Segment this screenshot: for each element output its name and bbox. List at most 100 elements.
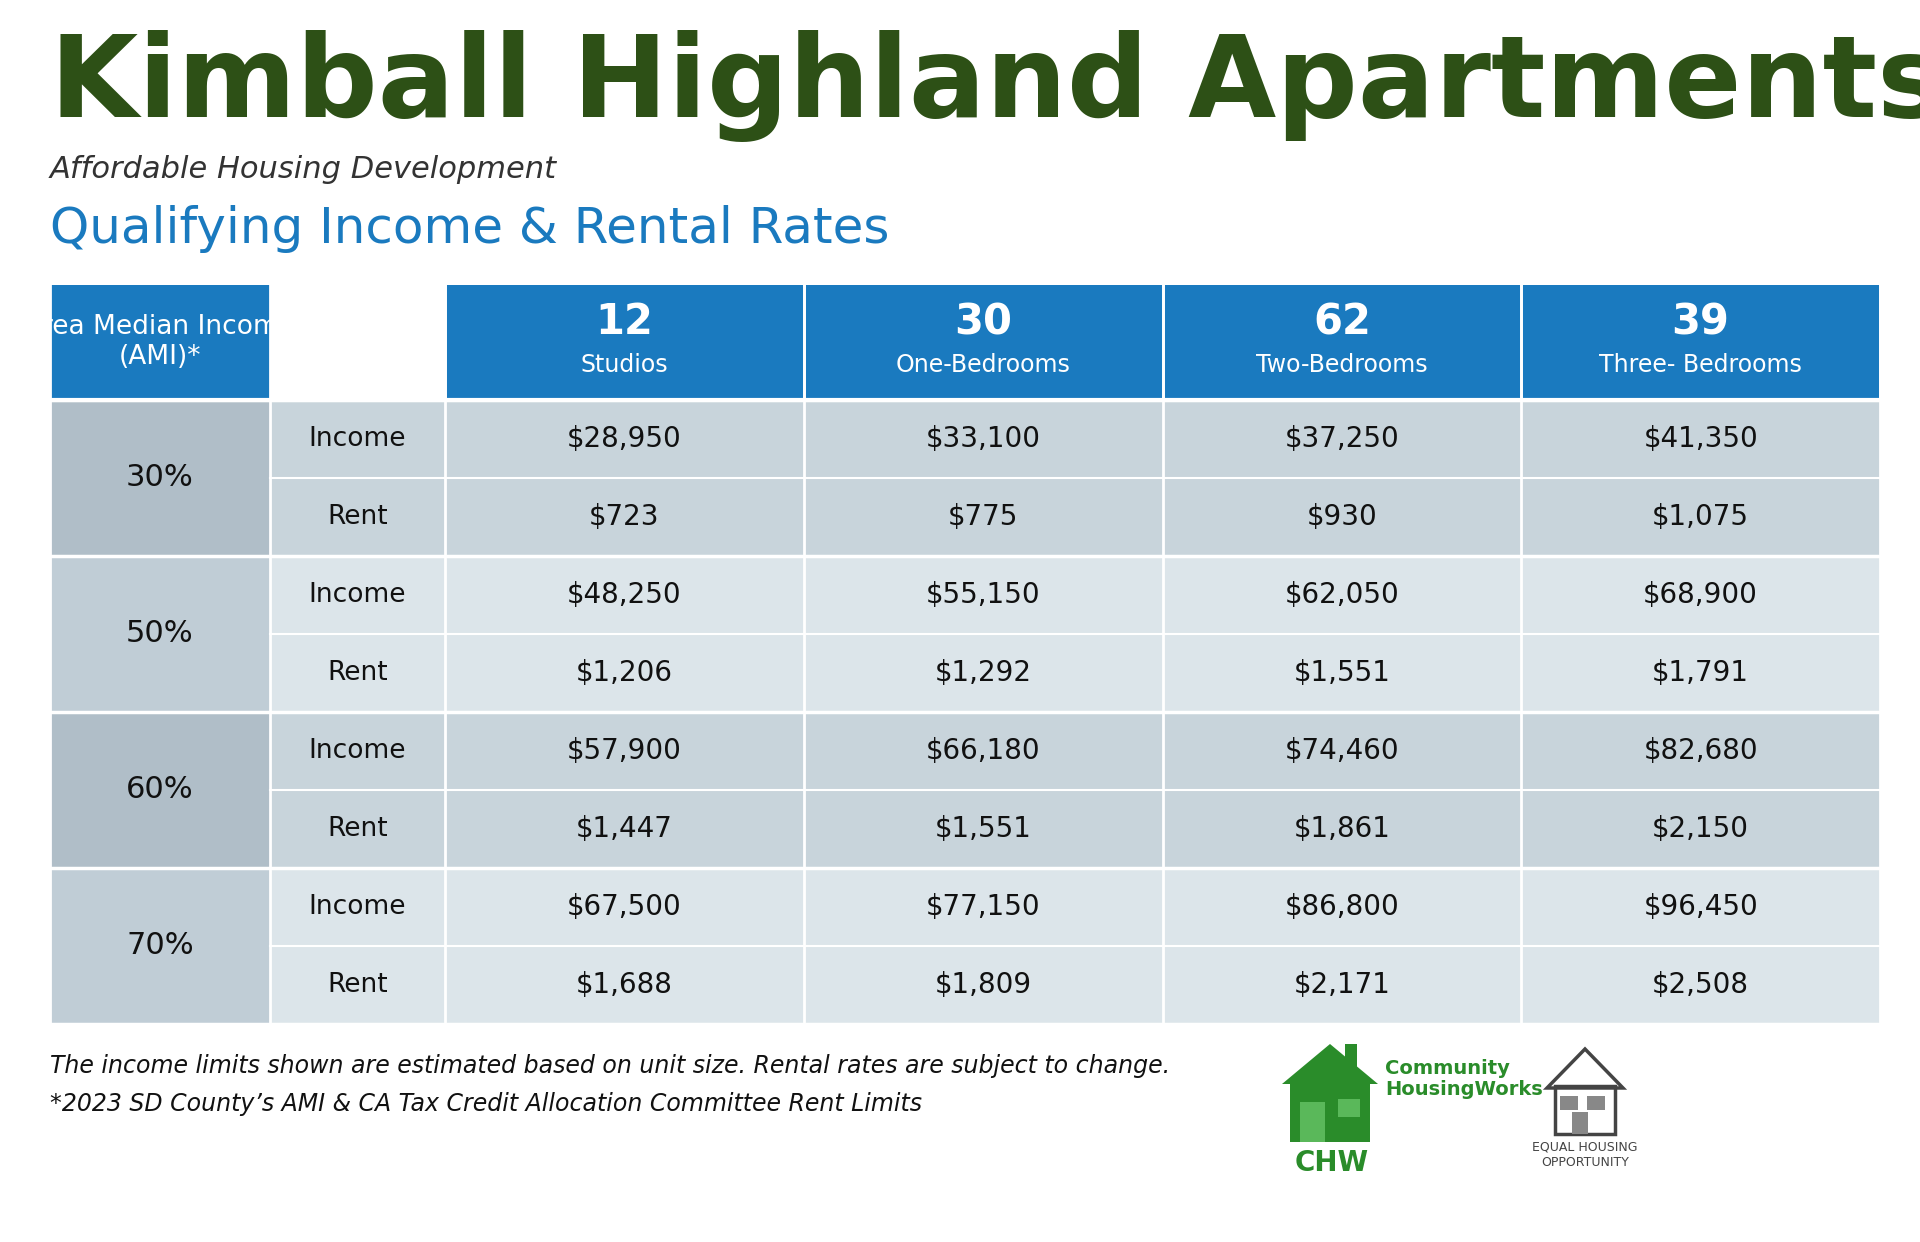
Text: Rent: Rent	[326, 816, 388, 842]
Text: OPPORTUNITY: OPPORTUNITY	[1542, 1156, 1628, 1169]
Text: $723: $723	[589, 503, 660, 532]
Bar	[804, 556, 1162, 633]
Text: $1,075: $1,075	[1651, 503, 1749, 532]
Text: $1,206: $1,206	[576, 660, 672, 687]
Bar	[1521, 633, 1880, 712]
Bar	[1588, 1095, 1605, 1110]
Text: 62: 62	[1313, 302, 1371, 344]
Bar	[50, 284, 271, 400]
Text: $48,250: $48,250	[566, 581, 682, 609]
Bar	[1162, 712, 1521, 790]
Bar	[445, 478, 804, 556]
Text: Kimball Highland Apartments: Kimball Highland Apartments	[50, 30, 1920, 142]
Text: $68,900: $68,900	[1644, 581, 1759, 609]
Text: Income: Income	[309, 582, 407, 609]
Text: $2,508: $2,508	[1651, 971, 1749, 999]
Text: *2023 SD County’s AMI & CA Tax Credit Allocation Committee Rent Limits: *2023 SD County’s AMI & CA Tax Credit Al…	[50, 1092, 922, 1117]
Bar	[1162, 946, 1521, 1023]
Text: $41,350: $41,350	[1644, 425, 1759, 453]
Text: 70%: 70%	[127, 932, 194, 960]
Text: $74,460: $74,460	[1284, 737, 1400, 765]
Text: 60%: 60%	[127, 775, 194, 805]
Bar	[271, 400, 445, 478]
Text: Income: Income	[309, 894, 407, 920]
Bar	[1162, 790, 1521, 868]
Bar	[445, 790, 804, 868]
Bar	[445, 868, 804, 946]
Text: Qualifying Income & Rental Rates: Qualifying Income & Rental Rates	[50, 205, 889, 253]
Text: $96,450: $96,450	[1644, 893, 1759, 922]
Text: Three- Bedrooms: Three- Bedrooms	[1599, 353, 1803, 376]
Bar	[50, 400, 271, 556]
Text: $77,150: $77,150	[925, 893, 1041, 922]
Bar	[50, 868, 271, 1023]
Bar	[445, 556, 804, 633]
Bar	[804, 868, 1162, 946]
Bar	[445, 712, 804, 790]
Bar	[1521, 946, 1880, 1023]
Bar	[1521, 712, 1880, 790]
Bar	[804, 946, 1162, 1023]
Bar	[1572, 1112, 1588, 1134]
Text: One-Bedrooms: One-Bedrooms	[897, 353, 1071, 376]
Bar	[1300, 1102, 1325, 1141]
Text: $82,680: $82,680	[1644, 737, 1759, 765]
Text: $28,950: $28,950	[566, 425, 682, 453]
Text: $775: $775	[948, 503, 1018, 532]
Text: Community: Community	[1384, 1059, 1509, 1078]
Text: 12: 12	[595, 302, 653, 344]
Bar	[1162, 284, 1521, 400]
Text: $2,171: $2,171	[1294, 971, 1390, 999]
Bar	[271, 790, 445, 868]
Text: $1,861: $1,861	[1294, 815, 1390, 843]
Text: Rent: Rent	[326, 660, 388, 686]
Text: $1,292: $1,292	[935, 660, 1031, 687]
Text: 50%: 50%	[127, 620, 194, 648]
Bar	[271, 712, 445, 790]
Bar	[445, 400, 804, 478]
Bar	[50, 712, 271, 868]
Text: Studios: Studios	[580, 353, 668, 376]
Bar	[804, 712, 1162, 790]
Bar	[1521, 284, 1880, 400]
Text: $37,250: $37,250	[1284, 425, 1400, 453]
Bar	[445, 284, 804, 400]
Text: $1,791: $1,791	[1651, 660, 1749, 687]
Bar	[271, 478, 445, 556]
Bar	[1290, 1082, 1371, 1141]
Text: $67,500: $67,500	[566, 893, 682, 922]
Text: Income: Income	[309, 738, 407, 764]
Text: CHW: CHW	[1294, 1149, 1369, 1177]
Bar	[804, 790, 1162, 868]
Bar	[1338, 1099, 1359, 1117]
Text: 30%: 30%	[127, 463, 194, 493]
Bar	[50, 556, 271, 712]
Text: $57,900: $57,900	[566, 737, 682, 765]
Bar	[1521, 868, 1880, 946]
Bar	[445, 633, 804, 712]
Text: $1,447: $1,447	[576, 815, 672, 843]
Text: $66,180: $66,180	[925, 737, 1041, 765]
Text: $62,050: $62,050	[1284, 581, 1400, 609]
Text: $2,150: $2,150	[1651, 815, 1749, 843]
Bar	[445, 946, 804, 1023]
Text: Two-Bedrooms: Two-Bedrooms	[1256, 353, 1428, 376]
Text: Rent: Rent	[326, 504, 388, 530]
Bar	[1521, 790, 1880, 868]
Text: EQUAL HOUSING: EQUAL HOUSING	[1532, 1141, 1638, 1154]
Bar	[1521, 556, 1880, 633]
Text: $33,100: $33,100	[925, 425, 1041, 453]
Bar	[1559, 1095, 1578, 1110]
Text: Rent: Rent	[326, 972, 388, 999]
Text: $930: $930	[1306, 503, 1377, 532]
Bar	[804, 400, 1162, 478]
Text: 39: 39	[1672, 302, 1730, 344]
Text: HousingWorks: HousingWorks	[1384, 1081, 1544, 1099]
Text: $1,809: $1,809	[935, 971, 1031, 999]
Text: Income: Income	[309, 426, 407, 452]
Bar	[271, 868, 445, 946]
Bar	[1162, 868, 1521, 946]
Text: The income limits shown are estimated based on unit size. Rental rates are subje: The income limits shown are estimated ba…	[50, 1054, 1169, 1078]
Text: Affordable Housing Development: Affordable Housing Development	[50, 155, 557, 184]
Bar	[1162, 478, 1521, 556]
